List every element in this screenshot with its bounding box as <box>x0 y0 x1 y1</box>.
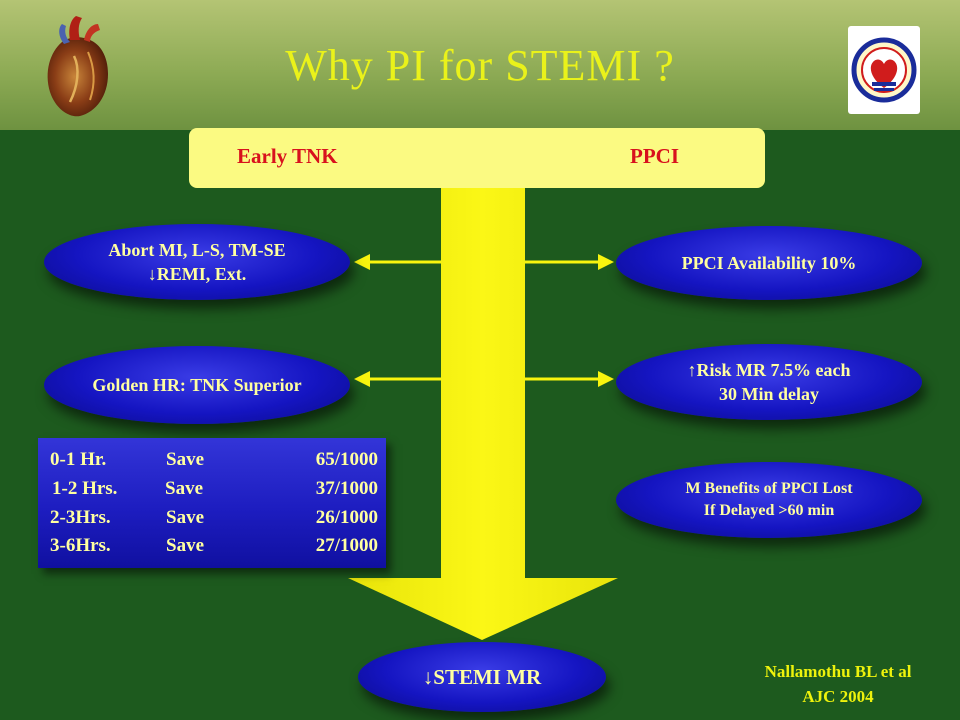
early-tnk-label: Early TNK <box>237 144 338 168</box>
stemi-mr-result-ellipse: ↓STEMI MR <box>358 642 606 712</box>
citation-authors: Nallamothu BL et al <box>764 662 912 681</box>
value-cell: 27/1000 <box>315 535 378 556</box>
time-cell: 1-2 Hrs. <box>52 478 118 499</box>
strategy-header-bar: Early TNK PPCI <box>189 128 765 188</box>
value-cell: 26/1000 <box>315 507 378 528</box>
connector-arrow-right-2 <box>525 371 614 387</box>
cardiological-society-logo-icon <box>848 26 920 114</box>
connector-arrow-left-2 <box>354 371 441 387</box>
time-cell: 0-1 Hr. <box>50 449 107 470</box>
slide-title: Why PI for STEMI ? <box>285 41 675 90</box>
action-cell: Save <box>165 478 203 499</box>
citation-journal: AJC 2004 <box>802 686 874 706</box>
table-row: 1-2 Hrs. Save 37/1000 <box>38 478 386 506</box>
ellipse-text-line: Abort MI, L-S, TM-SE <box>108 239 286 260</box>
action-cell: Save <box>166 535 204 556</box>
ppci-availability-ellipse: PPCI Availability 10% <box>616 226 922 300</box>
tnk-benefits-ellipse: Abort MI, L-S, TM-SE ↓REMI, Ext. <box>44 224 350 300</box>
value-cell: 65/1000 <box>315 449 378 470</box>
down-arrow-shape <box>348 186 618 640</box>
table-row: 3-6Hrs. Save 27/1000 <box>38 535 386 563</box>
citation: Nallamothu BL et al AJC 2004 <box>730 660 946 709</box>
time-cell: 2-3Hrs. <box>50 507 111 528</box>
ellipse-text-line: ↓STEMI MR <box>422 664 542 689</box>
connector-arrow-right-1 <box>525 254 614 270</box>
action-cell: Save <box>166 507 204 528</box>
ellipse-text-line: If Delayed >60 min <box>703 502 835 519</box>
ellipse-text-line: PPCI Availability 10% <box>681 252 857 273</box>
ppci-label: PPCI <box>630 144 679 168</box>
ellipse-text-line: 30 Min delay <box>718 384 819 404</box>
ellipse-text-line: Golden HR: TNK Superior <box>92 374 302 395</box>
lives-saved-table: 0-1 Hr. Save 65/1000 1-2 Hrs. Save 37/10… <box>38 438 386 568</box>
slide-header <box>0 0 960 130</box>
value-cell: 37/1000 <box>315 478 378 499</box>
risk-mr-ellipse: ↑Risk MR 7.5% each 30 Min delay <box>616 344 922 420</box>
ellipse-text-line: ↓REMI, Ext. <box>147 264 247 284</box>
action-cell: Save <box>166 449 204 470</box>
table-row: 2-3Hrs. Save 26/1000 <box>38 507 386 535</box>
connector-arrow-left-1 <box>354 254 441 270</box>
ellipse-text-line: ↑Risk MR 7.5% each <box>687 359 851 380</box>
ellipse-text-line: M Benefits of PPCI Lost <box>685 480 853 498</box>
time-cell: 3-6Hrs. <box>50 535 111 556</box>
table-row: 0-1 Hr. Save 65/1000 <box>38 449 386 477</box>
golden-hour-ellipse: Golden HR: TNK Superior <box>44 346 350 424</box>
ppci-benefits-lost-ellipse: M Benefits of PPCI Lost If Delayed >60 m… <box>616 462 922 538</box>
heart-icon <box>47 16 108 117</box>
